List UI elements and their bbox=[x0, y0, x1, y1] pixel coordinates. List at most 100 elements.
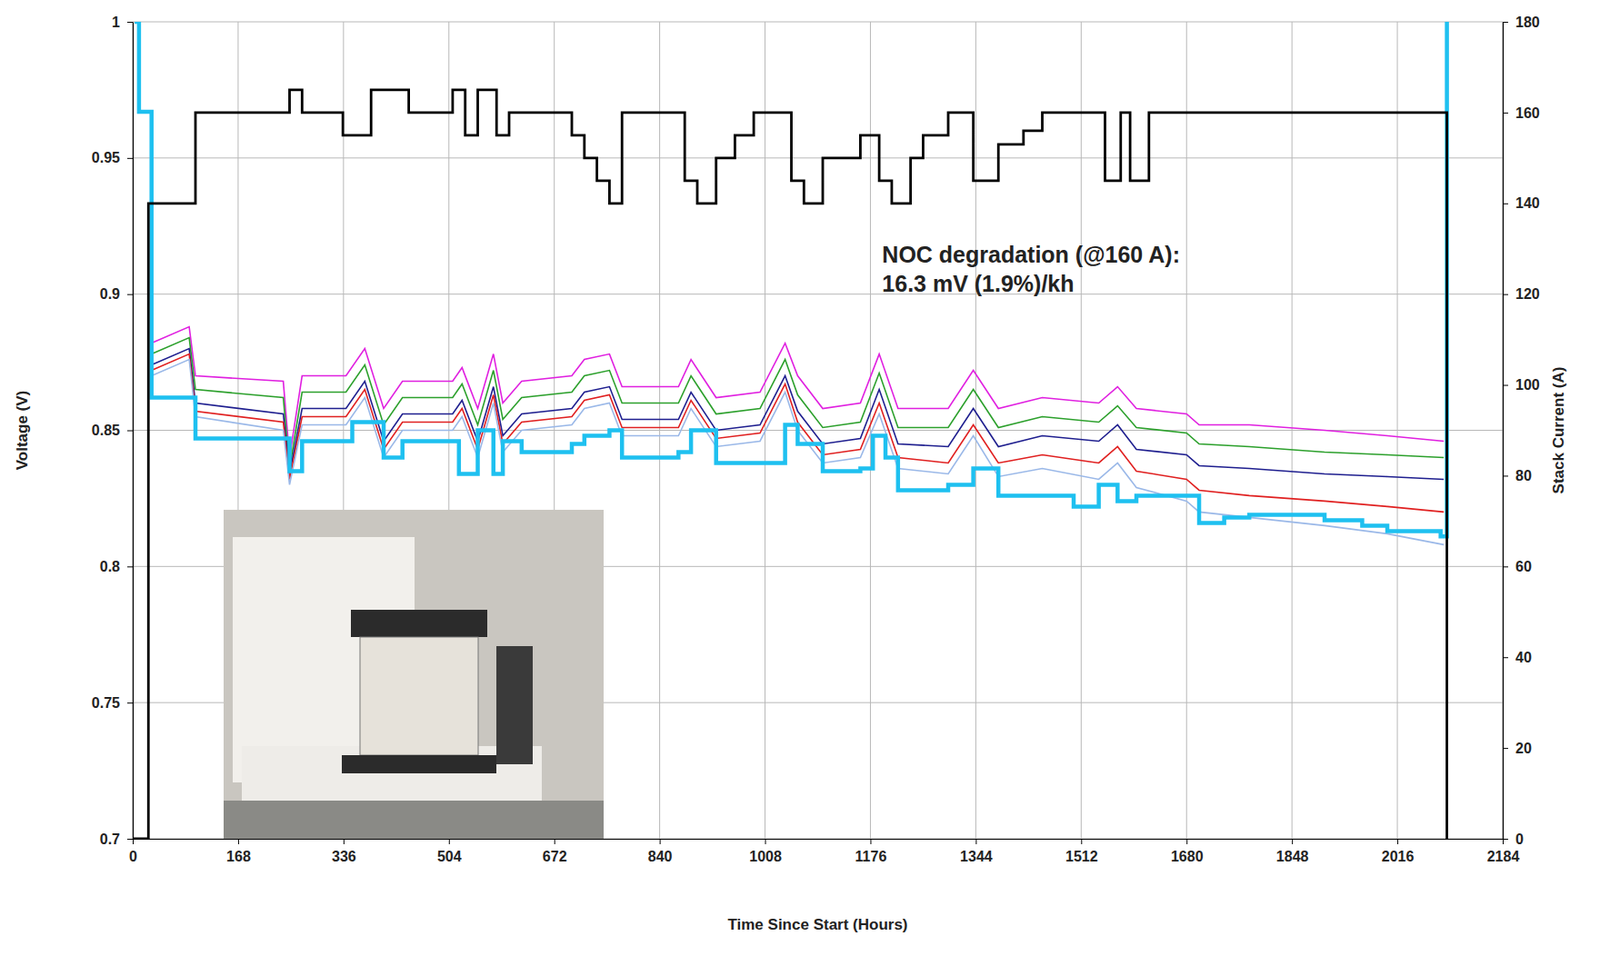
tick: 672 bbox=[542, 839, 568, 865]
y2-axis-title: Stack Current (A) bbox=[1550, 367, 1568, 495]
voltage-line bbox=[134, 21, 1448, 537]
tick-label: 0.75 bbox=[91, 695, 120, 711]
y-grid-line bbox=[132, 157, 1503, 159]
tick-mark bbox=[1080, 839, 1082, 845]
tick-mark bbox=[1291, 839, 1293, 845]
y-grid-line bbox=[132, 21, 1503, 23]
tick-mark bbox=[449, 839, 450, 845]
chart: 0168336504672840100811761344151216801848… bbox=[0, 0, 1600, 956]
tick-label: 1008 bbox=[749, 849, 782, 865]
annotation-text: NOC degradation (@160 A): bbox=[881, 241, 1180, 268]
tick-mark bbox=[1502, 657, 1509, 659]
x-axis: 0168336504672840100811761344151216801848… bbox=[129, 839, 1520, 865]
tick: 168 bbox=[226, 839, 251, 865]
photo-frame bbox=[223, 800, 604, 840]
lines bbox=[132, 21, 1448, 840]
tick-label: 336 bbox=[331, 849, 357, 865]
axis-line bbox=[133, 839, 1504, 840]
y-grid-line bbox=[132, 293, 1503, 295]
axis-line bbox=[1502, 22, 1504, 840]
current-line bbox=[132, 90, 1448, 840]
tick-label: 160 bbox=[1515, 105, 1540, 121]
tick-label: 40 bbox=[1515, 650, 1532, 666]
tick-label: 80 bbox=[1515, 468, 1532, 484]
tick: 60 bbox=[1502, 559, 1532, 575]
tick-mark bbox=[1502, 566, 1509, 568]
tick: 0.9 bbox=[100, 286, 133, 302]
tick-mark bbox=[765, 839, 767, 845]
tick: 840 bbox=[648, 839, 673, 865]
tick: 160 bbox=[1502, 105, 1540, 121]
tick: 1848 bbox=[1276, 839, 1310, 865]
tick-label: 0.85 bbox=[91, 422, 120, 439]
tick-mark bbox=[1502, 748, 1509, 750]
photo-background bbox=[223, 510, 604, 840]
photo-endplate bbox=[350, 610, 488, 638]
tick-mark bbox=[1502, 839, 1509, 840]
tick: 80 bbox=[1502, 468, 1532, 484]
y-grid-line bbox=[132, 430, 1503, 431]
tick-label: 672 bbox=[542, 849, 568, 865]
tick-label: 20 bbox=[1515, 740, 1532, 757]
tick: 0.8 bbox=[100, 559, 133, 575]
tick-label: 2016 bbox=[1381, 849, 1415, 865]
tick-mark bbox=[127, 294, 133, 296]
tick-label: 0 bbox=[1515, 831, 1524, 848]
y-axis: 0.7 0.75 0.8 0.85 0.9 0.95 1 bbox=[91, 14, 134, 848]
tick-label: 2184 bbox=[1487, 849, 1520, 865]
photo-pipes bbox=[496, 646, 533, 765]
tick-mark bbox=[1186, 839, 1188, 845]
x-axis-title: Time Since Start (Hours) bbox=[727, 916, 908, 934]
tick: 0.85 bbox=[91, 422, 133, 439]
tick-mark bbox=[1502, 294, 1509, 296]
tick: 120 bbox=[1502, 286, 1540, 302]
tick-mark bbox=[1502, 21, 1509, 23]
tick-mark bbox=[127, 566, 133, 568]
y2-axis: 0 20 40 60 80 100 120 140 160 180 bbox=[1502, 14, 1540, 848]
tick: 1008 bbox=[749, 839, 782, 865]
tick: 1176 bbox=[855, 839, 888, 865]
tick: 336 bbox=[331, 839, 357, 865]
tick: 1 bbox=[111, 14, 133, 30]
inset-photo bbox=[223, 510, 604, 840]
tick: 504 bbox=[437, 839, 462, 865]
tick-mark bbox=[1502, 203, 1509, 205]
tick-label: 0.9 bbox=[100, 286, 120, 302]
tick-label: 1344 bbox=[960, 849, 993, 865]
tick: 2016 bbox=[1381, 839, 1415, 865]
tick-label: 180 bbox=[1515, 14, 1540, 30]
tick: 40 bbox=[1502, 650, 1532, 666]
tick: 0 bbox=[1502, 831, 1524, 848]
tick-mark bbox=[127, 839, 133, 840]
y-axis-title: Voltage (V) bbox=[13, 390, 31, 471]
tick: 0.7 bbox=[100, 831, 133, 848]
tick-label: 60 bbox=[1515, 559, 1532, 575]
tick-mark bbox=[870, 839, 871, 845]
tick-label: 1512 bbox=[1065, 849, 1099, 865]
tick: 180 bbox=[1502, 14, 1540, 30]
tick-label: 0.7 bbox=[100, 831, 120, 848]
tick-label: 1 bbox=[111, 14, 120, 30]
tick-label: 0.95 bbox=[91, 150, 120, 166]
tick-mark bbox=[132, 839, 134, 845]
tick-mark bbox=[554, 839, 556, 845]
tick-label: 100 bbox=[1515, 377, 1540, 393]
tick-mark bbox=[238, 839, 240, 845]
photo-stack bbox=[360, 637, 479, 756]
tick-mark bbox=[1502, 112, 1509, 114]
axis-line bbox=[132, 22, 134, 840]
tick-mark bbox=[1502, 475, 1509, 477]
tick-mark bbox=[1397, 839, 1399, 845]
tick: 1344 bbox=[960, 839, 993, 865]
tick: 0 bbox=[129, 839, 138, 865]
voltage-line bbox=[151, 338, 1444, 470]
annotation-text: 16.3 mV (1.9%)/kh bbox=[881, 270, 1074, 297]
tick-label: 120 bbox=[1515, 286, 1540, 302]
grid bbox=[132, 21, 1503, 840]
tick: 140 bbox=[1502, 195, 1540, 211]
tick: 0.75 bbox=[91, 695, 133, 711]
tick: 1512 bbox=[1065, 839, 1099, 865]
tick-mark bbox=[975, 839, 977, 845]
tick: 20 bbox=[1502, 740, 1532, 757]
tick-mark bbox=[127, 430, 133, 432]
